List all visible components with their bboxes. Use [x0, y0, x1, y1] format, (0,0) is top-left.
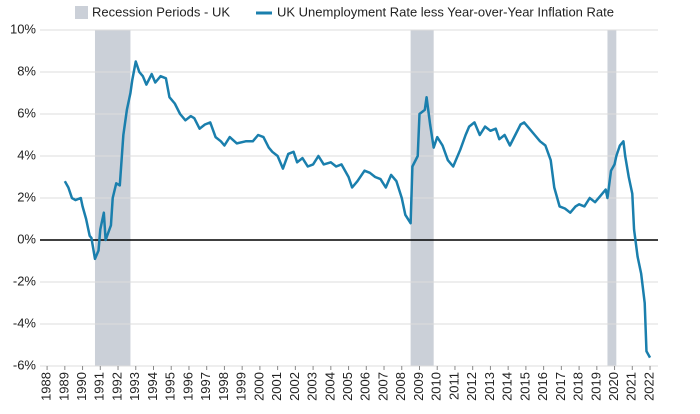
series-line: [63, 60, 652, 359]
y-tick-label: 6%: [17, 105, 36, 120]
x-tick-label: 2010: [429, 372, 444, 401]
x-tick-label: 2000: [251, 372, 266, 401]
x-tick-label: 2007: [375, 372, 390, 401]
x-tick-label: 1995: [163, 372, 178, 401]
x-tick-label: 2018: [571, 372, 586, 401]
x-tick-label: 2015: [517, 372, 532, 401]
x-tick-label: 1990: [74, 372, 89, 401]
x-tick-label: 2016: [535, 372, 550, 401]
x-tick-label: 2001: [269, 372, 284, 401]
x-tick-label: 2005: [340, 372, 355, 401]
y-tick-label: 10%: [10, 21, 36, 36]
x-tick-label: 2021: [624, 372, 639, 401]
y-tick-label: 8%: [17, 63, 36, 78]
x-tick-label: 2011: [446, 372, 461, 400]
y-tick-label: 0%: [17, 231, 36, 246]
x-tick-label: 1996: [180, 372, 195, 401]
x-tick-label: 1992: [109, 372, 124, 401]
x-tick-label: 1988: [39, 372, 54, 401]
x-tick-label: 2004: [322, 372, 337, 401]
x-tick-label: 2017: [553, 372, 568, 401]
y-tick-label: -6%: [13, 357, 37, 372]
y-tick-label: 2%: [17, 189, 36, 204]
x-tick-label: 2003: [305, 372, 320, 401]
x-tick-label: 1994: [145, 372, 160, 401]
x-tick-label: 2014: [500, 372, 515, 401]
x-tick-label: 2020: [606, 372, 621, 401]
x-tick-label: 2006: [358, 372, 373, 401]
x-tick-label: 2019: [588, 372, 603, 401]
legend-swatch: [75, 6, 88, 19]
x-tick-label: 1989: [56, 372, 71, 401]
y-tick-label: -4%: [13, 315, 37, 330]
x-tick-label: 1991: [92, 372, 107, 401]
legend-label: Recession Periods - UK: [92, 4, 230, 19]
y-tick-label: -2%: [13, 273, 37, 288]
x-tick-label: 2022: [641, 372, 656, 401]
x-tick-label: 1998: [216, 372, 231, 401]
legend-label: UK Unemployment Rate less Year-over-Year…: [277, 4, 614, 19]
x-tick-label: 1993: [127, 372, 142, 401]
y-tick-label: 4%: [17, 147, 36, 162]
x-tick-label: 2002: [287, 372, 302, 401]
x-tick-label: 2008: [393, 372, 408, 401]
x-tick-label: 2012: [464, 372, 479, 401]
x-tick-label: 2013: [482, 372, 497, 401]
x-tick-label: 2009: [411, 372, 426, 401]
x-tick-label: 1999: [234, 372, 249, 401]
x-tick-label: 1997: [198, 372, 213, 401]
